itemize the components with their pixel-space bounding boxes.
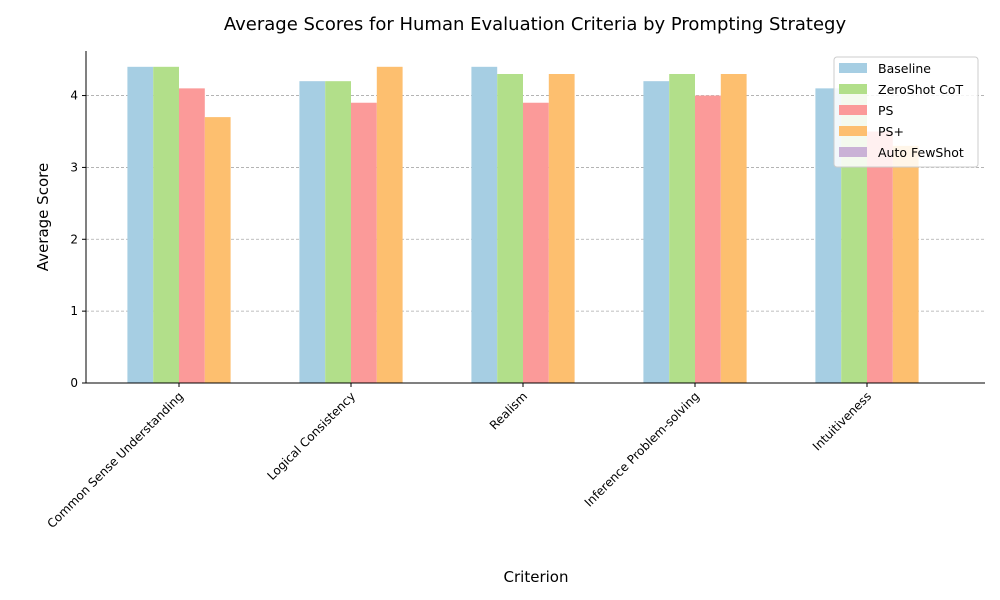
bar bbox=[669, 73, 695, 384]
x-tick-label: Common Sense Understanding bbox=[44, 389, 186, 531]
x-tick-label: Logical Consistency bbox=[264, 389, 358, 483]
axes-layer bbox=[85, 51, 985, 384]
legend-label: PS bbox=[878, 103, 894, 118]
y-tick-label: 0 bbox=[70, 376, 78, 390]
y-tick-label: 2 bbox=[70, 232, 78, 246]
legend-label: PS+ bbox=[878, 124, 904, 139]
y-axis-title: Average Score bbox=[34, 163, 52, 271]
legend-box bbox=[833, 56, 979, 168]
y-tick-label: 3 bbox=[70, 160, 78, 174]
x-ticks: Common Sense Understanding Logical Consis… bbox=[44, 383, 874, 531]
legend: Baseline ZeroShot CoT PS PS+ Auto FewShot bbox=[833, 56, 979, 168]
bar bbox=[376, 66, 403, 384]
x-tick-label: Inference Problem-solving bbox=[582, 389, 702, 509]
bar bbox=[548, 73, 575, 384]
bar bbox=[153, 66, 179, 384]
bar bbox=[523, 102, 549, 383]
legend-swatch bbox=[839, 84, 867, 94]
legend-label: Auto FewShot bbox=[878, 145, 964, 160]
bars-layer bbox=[127, 66, 919, 384]
bar bbox=[720, 73, 747, 384]
legend-swatch bbox=[839, 147, 867, 157]
bar bbox=[204, 117, 231, 384]
bar bbox=[325, 81, 351, 383]
chart-title: Average Scores for Human Evaluation Crit… bbox=[224, 14, 847, 35]
legend-items: Baseline ZeroShot CoT PS PS+ Auto FewShot bbox=[839, 61, 964, 160]
bar bbox=[471, 66, 498, 384]
bar bbox=[497, 73, 523, 384]
bar bbox=[127, 66, 154, 384]
legend-swatch bbox=[839, 126, 867, 136]
bar bbox=[867, 131, 893, 383]
y-tick-label: 4 bbox=[70, 89, 78, 103]
bar bbox=[643, 81, 670, 383]
bar bbox=[299, 81, 326, 383]
bar bbox=[892, 145, 919, 383]
y-tick-label: 1 bbox=[70, 304, 78, 318]
x-tick-label: Intuitiveness bbox=[810, 389, 874, 453]
x-tick-label: Realism bbox=[487, 389, 530, 432]
bar bbox=[351, 102, 377, 383]
x-axis-title: Criterion bbox=[504, 568, 569, 586]
legend-label: ZeroShot CoT bbox=[878, 82, 964, 97]
legend-swatch bbox=[839, 63, 867, 73]
bar bbox=[179, 88, 205, 383]
legend-label: Baseline bbox=[878, 61, 931, 76]
y-ticks: 0 1 2 3 4 bbox=[70, 89, 86, 390]
legend-swatch bbox=[839, 105, 867, 115]
bar bbox=[695, 95, 721, 384]
